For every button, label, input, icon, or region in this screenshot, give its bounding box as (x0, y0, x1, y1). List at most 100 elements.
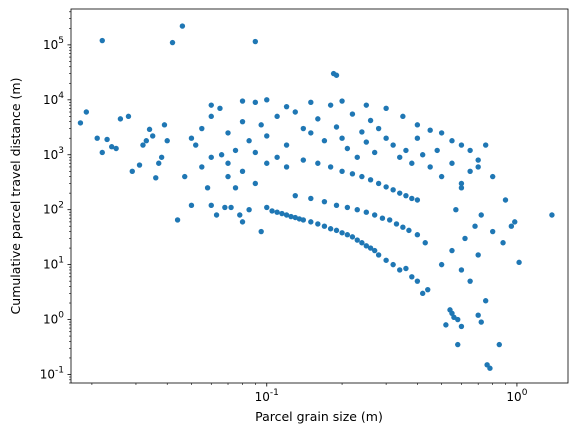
data-point (349, 171, 356, 177)
data-point (458, 267, 465, 273)
data-point (354, 154, 360, 160)
data-point (383, 105, 389, 112)
data-point (500, 240, 506, 246)
data-point (83, 109, 90, 115)
data-point (406, 227, 412, 234)
data-point (117, 116, 124, 122)
data-point (315, 116, 321, 122)
data-point (419, 290, 426, 297)
data-point (188, 135, 195, 141)
data-point (258, 122, 264, 128)
data-point (225, 160, 231, 166)
data-point (414, 232, 421, 238)
data-point (279, 210, 285, 217)
data-point (400, 224, 406, 230)
data-point (478, 319, 484, 325)
data-point (349, 111, 356, 117)
data-point (258, 228, 264, 235)
data-point (208, 102, 214, 108)
data-point (489, 173, 496, 180)
data-point (300, 217, 307, 223)
data-point (379, 215, 386, 221)
data-point (225, 173, 231, 180)
data-point (274, 209, 280, 215)
data-point (156, 160, 162, 166)
data-point (409, 274, 415, 280)
data-point (397, 154, 403, 160)
data-point (208, 113, 214, 120)
data-point (390, 142, 396, 148)
data-point (292, 109, 298, 115)
data-point (549, 212, 555, 218)
data-point (222, 204, 228, 211)
data-point (169, 39, 176, 46)
data-point (458, 142, 465, 148)
data-point (333, 72, 340, 78)
data-point (363, 209, 370, 215)
data-point (99, 149, 105, 156)
data-point (237, 212, 243, 218)
data-point (467, 168, 473, 174)
data-point (274, 113, 280, 120)
data-point (383, 135, 389, 141)
data-point (339, 98, 345, 104)
data-point (188, 202, 195, 209)
data-point (449, 247, 455, 254)
data-point (153, 175, 159, 181)
data-point (359, 240, 365, 246)
data-point (383, 184, 389, 190)
data-point (344, 204, 351, 211)
data-point (308, 219, 314, 225)
data-point (489, 228, 496, 235)
data-point (264, 97, 270, 103)
data-point (239, 98, 246, 104)
data-point (99, 37, 105, 44)
data-point (512, 219, 518, 225)
data-point (239, 219, 246, 225)
data-point (397, 190, 403, 196)
plot-frame (70, 8, 569, 384)
data-point (269, 208, 275, 214)
data-point (113, 145, 119, 152)
data-point (414, 122, 421, 128)
data-point (487, 365, 493, 371)
data-point (475, 157, 481, 163)
data-point (288, 213, 294, 220)
data-point (390, 261, 396, 268)
data-point (252, 99, 259, 106)
data-point (321, 223, 328, 229)
data-point (228, 204, 234, 211)
data-point (339, 230, 345, 236)
data-point (333, 202, 340, 209)
data-point (449, 160, 455, 166)
data-point (109, 144, 115, 150)
data-point (375, 252, 382, 258)
data-point (264, 133, 270, 139)
data-point (367, 117, 374, 124)
data-point (367, 177, 374, 183)
data-point (467, 278, 473, 284)
data-point (161, 122, 168, 128)
data-point (308, 130, 314, 136)
data-point (359, 173, 365, 180)
data-point (239, 118, 246, 125)
data-point (482, 142, 489, 148)
data-point (403, 192, 409, 199)
data-point (104, 136, 110, 143)
data-point (264, 204, 270, 211)
data-point (375, 180, 382, 187)
data-point (516, 259, 522, 266)
data-point (339, 168, 345, 174)
data-point (363, 139, 370, 145)
data-point (182, 173, 188, 180)
data-point (264, 160, 270, 166)
data-point (403, 147, 409, 154)
data-point (218, 152, 225, 158)
data-point (434, 147, 440, 154)
data-point (315, 160, 321, 166)
data-point (462, 235, 468, 242)
data-point (458, 323, 465, 330)
data-point (383, 257, 389, 263)
data-point (363, 243, 370, 249)
data-point (475, 164, 481, 170)
